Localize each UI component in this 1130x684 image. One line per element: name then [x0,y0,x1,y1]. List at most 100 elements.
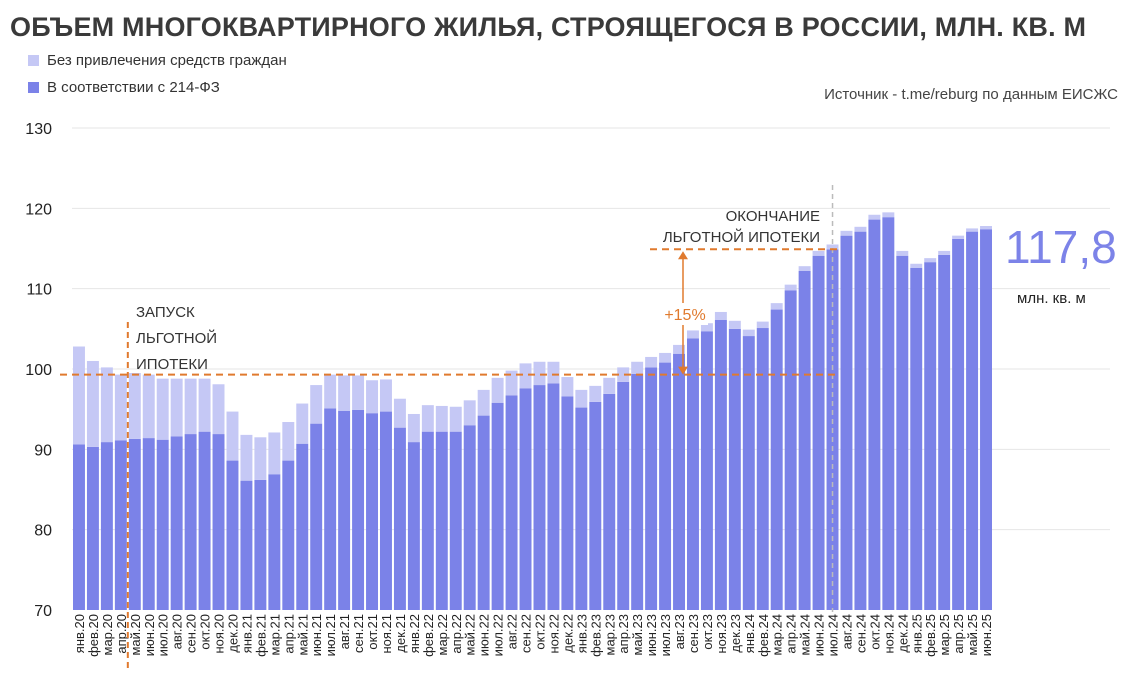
x-tick-label: июн.20 [142,614,157,656]
bar-no-funds [910,263,923,268]
x-tick-label: фев.23 [588,614,603,657]
x-tick-label: май.25 [965,614,980,656]
bar-214fz [310,423,323,610]
bar-214fz [338,410,351,610]
bar-no-funds [882,212,895,218]
bar-214fz [282,460,295,610]
bar-no-funds [798,266,811,271]
x-tick-label: мар.20 [100,614,115,655]
x-tick-label: июн.23 [644,614,659,656]
bar-214fz [966,231,979,610]
legend-swatch-dark [28,82,39,93]
x-tick-label: фев.25 [923,614,938,657]
bar-214fz [366,413,378,610]
x-tick-label: июл.23 [658,614,673,656]
x-tick-label: окт.23 [700,614,715,650]
y-tick-label: 110 [26,282,52,299]
y-tick-label: 90 [34,442,52,459]
source-note: Источник - t.me/reburg по данным ЕИСЖС [824,86,1118,103]
x-tick-label: авг.23 [672,614,687,649]
bar-214fz [296,443,309,610]
x-tick-label: сен.20 [184,614,199,653]
bar-no-funds [338,375,351,411]
bar-214fz [477,415,490,610]
bar-214fz [896,255,909,611]
bar-214fz [952,238,965,611]
bar-214fz [882,217,895,611]
bar-214fz [463,425,476,610]
x-tick-label: окт.22 [532,614,547,650]
bar-214fz [575,407,588,610]
x-tick-label: фев.24 [756,614,771,657]
x-tick-label: ноя.23 [714,614,729,654]
bar-no-funds [728,320,741,329]
x-tick-label: ноя.20 [212,614,227,654]
last-value-unit: млн. кв. м [1017,290,1086,307]
x-tick-label: июл.21 [323,614,338,656]
bar-214fz [812,255,825,611]
bar-no-funds [100,367,113,443]
bar-no-funds [840,230,853,236]
x-tick-label: янв.24 [742,614,757,653]
bar-no-funds [603,377,616,394]
bar-no-funds [770,303,783,310]
bar-no-funds [645,356,658,368]
bar-214fz [714,319,727,610]
bar-214fz [435,431,448,610]
x-tick-label: май.22 [463,614,478,656]
x-tick-label: апр.24 [784,614,799,654]
bar-214fz [100,442,113,610]
x-tick-label: дек.22 [560,614,575,653]
bar-214fz [380,411,392,610]
arrow-head-down [678,366,688,375]
x-tick-label: июн.24 [812,614,827,656]
bar-214fz [938,254,951,610]
bar-214fz [114,440,127,610]
bar-no-funds [198,378,211,432]
bar-214fz [603,393,616,610]
bar-no-funds [73,346,85,445]
bar-no-funds [868,214,881,220]
bar-no-funds [952,235,965,239]
bar-no-funds [700,323,713,332]
bar-no-funds [631,361,644,374]
bar-no-funds [407,413,420,443]
y-tick-label: 100 [25,362,52,379]
bar-214fz [700,331,713,610]
x-tick-label: ноя.24 [881,614,896,654]
x-tick-label: май.24 [798,614,813,656]
bar-no-funds [380,379,392,412]
x-tick-label: ноя.21 [379,614,394,654]
bar-214fz [73,444,85,610]
bar-no-funds [505,370,518,396]
bar-no-funds [589,385,602,402]
bar-214fz [407,442,420,610]
x-tick-label: мар.22 [435,614,450,655]
x-tick-label: окт.21 [365,614,380,650]
bar-no-funds [282,422,295,461]
x-tick-label: мар.24 [770,614,785,655]
x-tick-label: окт.24 [867,614,882,650]
bar-214fz [198,431,211,610]
bar-214fz [505,395,518,610]
bar-no-funds [742,329,755,337]
bar-214fz [449,431,462,610]
launch-label: ИПОТЕКИ [136,356,208,373]
bar-no-funds [128,373,141,439]
bar-214fz [589,401,602,610]
bar-214fz [240,480,253,610]
x-tick-label: фев.20 [86,614,101,657]
bar-no-funds [156,378,169,440]
bar-no-funds [324,374,337,409]
bar-214fz [840,235,853,610]
y-tick-label: 130 [25,121,52,138]
y-tick-label: 120 [25,201,52,218]
bar-214fz [170,436,183,610]
bar-214fz [742,336,755,610]
bar-214fz [659,362,672,610]
bar-214fz [687,338,699,610]
x-tick-label: июл.22 [491,614,506,656]
x-tick-label: июн.21 [309,614,324,656]
bar-214fz [617,381,630,610]
